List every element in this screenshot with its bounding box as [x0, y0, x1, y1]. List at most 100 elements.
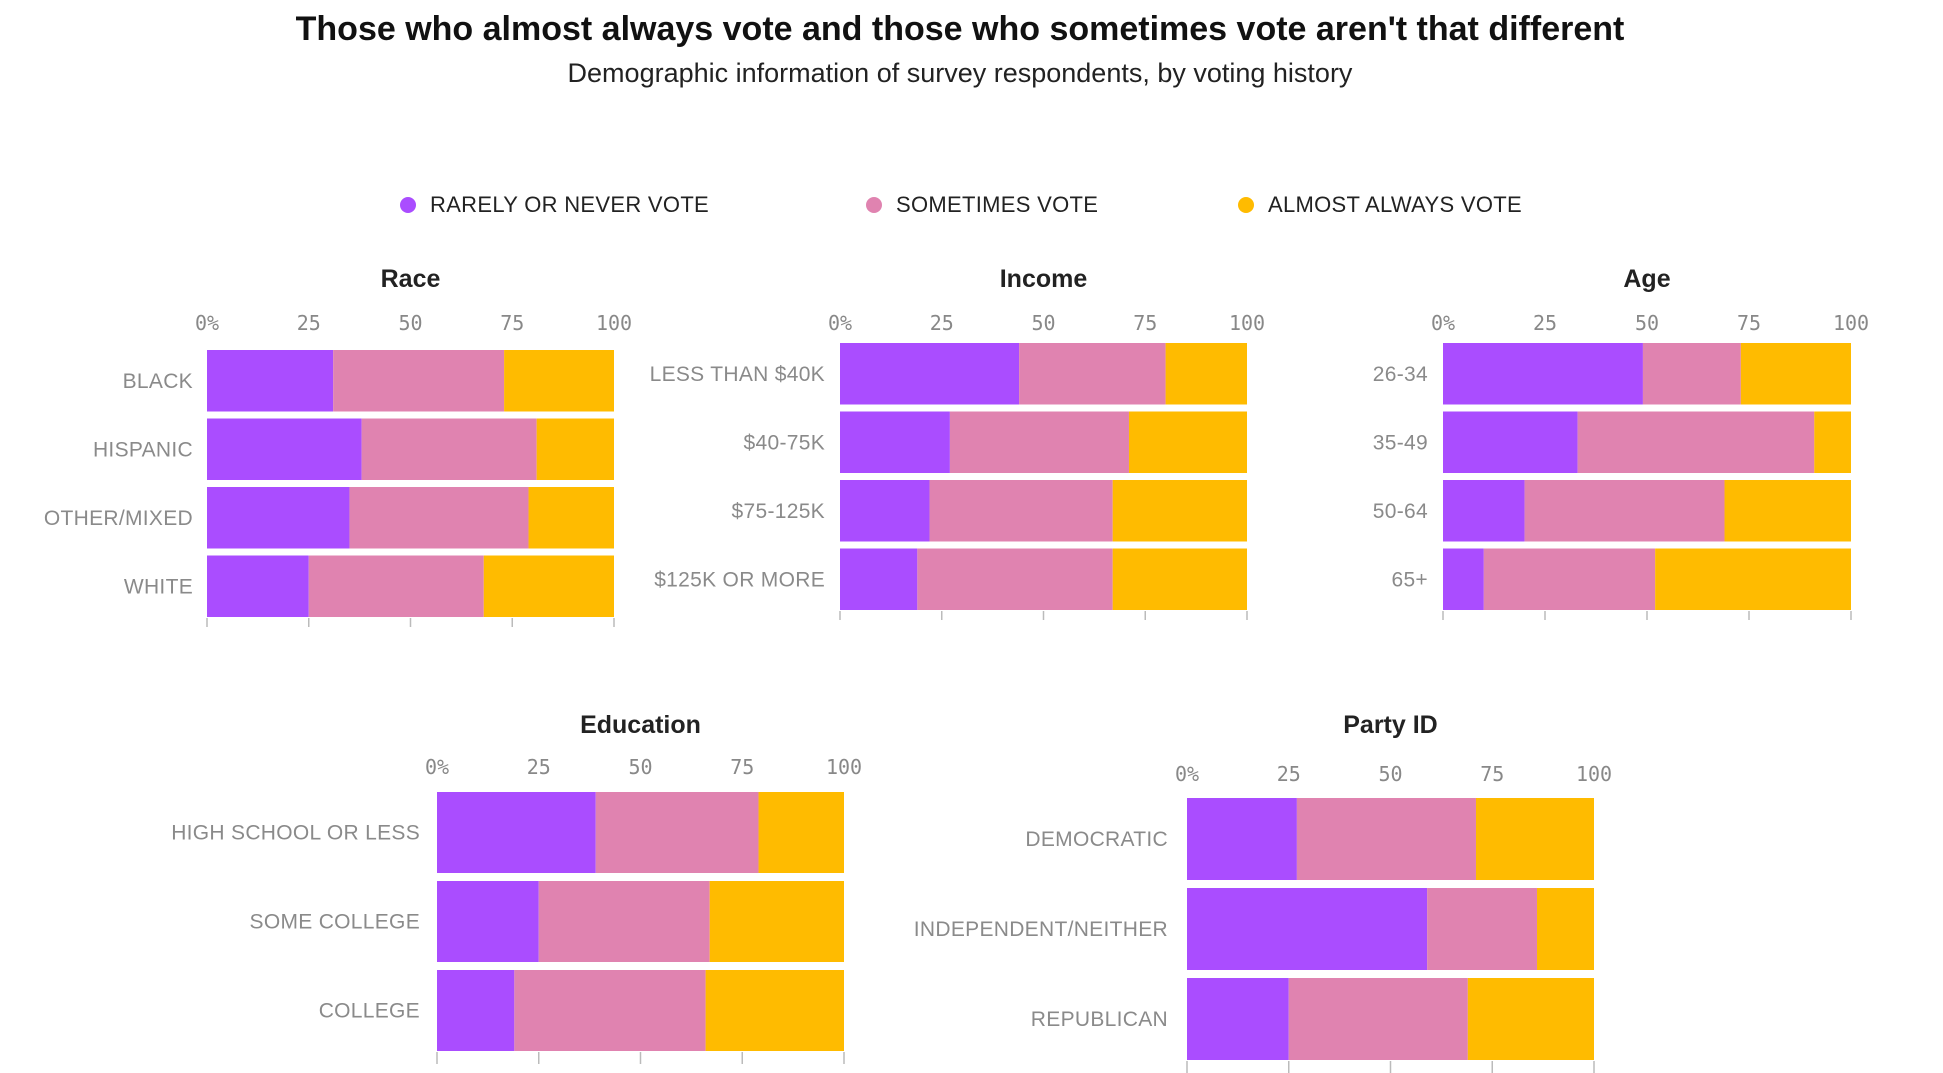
tick-label-race-1: 25: [297, 311, 321, 335]
tick-label-party-id-3: 75: [1480, 762, 1504, 786]
category-label-race-other-mixed: OTHER/MIXED: [44, 507, 193, 530]
category-label-income-75-125k: $75-125K: [732, 500, 825, 523]
tick-label-education-2: 50: [628, 755, 652, 779]
category-label-party-id-democratic: DEMOCRATIC: [1025, 828, 1168, 851]
panel-title-education: Education: [580, 711, 701, 739]
bar-income-125k-or-more-almost-always-vote: [1113, 549, 1247, 611]
bar-income-40-75k-almost-always-vote: [1129, 412, 1247, 474]
bar-race-hispanic-sometimes-vote: [362, 419, 537, 481]
bar-education-high-school-or-less-sometimes-vote: [596, 792, 759, 873]
category-label-income-less-than-40k: LESS THAN $40K: [650, 363, 825, 386]
category-label-age-26-34: 26-34: [1373, 363, 1428, 386]
bar-education-some-college-almost-always-vote: [710, 881, 844, 962]
panel-title-income: Income: [1000, 265, 1088, 293]
tick-label-education-3: 75: [730, 755, 754, 779]
bar-race-other-mixed-sometimes-vote: [349, 487, 528, 549]
panel-education: Education 0% 25 50 75 100 HIGH SCHOOL OR LESS S…: [171, 711, 862, 1064]
bar-education-college-almost-always-vote: [706, 970, 844, 1051]
category-label-income-40-75k: $40-75K: [744, 431, 826, 454]
bar-income-75-125k-almost-always-vote: [1113, 480, 1247, 542]
tick-label-party-id-1: 25: [1277, 762, 1301, 786]
bar-age-26-34-rarely-or-never-vote: [1443, 343, 1643, 405]
category-label-age-35-49: 35-49: [1373, 431, 1428, 454]
bar-age-50-64-rarely-or-never-vote: [1443, 480, 1525, 542]
bar-party-id-independent-neither-sometimes-vote: [1427, 888, 1537, 970]
bar-race-white-sometimes-vote: [309, 556, 484, 618]
category-label-age-65: 65+: [1391, 568, 1428, 591]
panel-race: Race 0% 25 50 75 100 BLACK HISPANIC OTHER/MIXED W…: [44, 265, 632, 627]
tick-label-age-2: 50: [1635, 311, 1659, 335]
bar-party-id-republican-almost-always-vote: [1468, 978, 1594, 1060]
tick-label-income-0: 0%: [828, 311, 852, 335]
bar-income-less-than-40k-sometimes-vote: [1019, 343, 1166, 405]
tick-label-income-4: 100: [1229, 311, 1265, 335]
bar-race-black-sometimes-vote: [333, 350, 504, 412]
bar-race-white-almost-always-vote: [484, 556, 614, 618]
bar-income-125k-or-more-sometimes-vote: [917, 549, 1112, 611]
bar-party-id-democratic-sometimes-vote: [1297, 798, 1476, 880]
tick-label-age-3: 75: [1737, 311, 1761, 335]
bar-income-75-125k-rarely-or-never-vote: [840, 480, 930, 542]
category-label-party-id-republican: REPUBLICAN: [1031, 1008, 1168, 1031]
bar-race-hispanic-rarely-or-never-vote: [207, 419, 362, 481]
category-label-income-125k-or-more: $125K OR MORE: [654, 568, 825, 591]
bar-party-id-democratic-almost-always-vote: [1476, 798, 1594, 880]
category-label-race-hispanic: HISPANIC: [93, 438, 193, 461]
bar-age-50-64-sometimes-vote: [1525, 480, 1725, 542]
tick-label-party-id-2: 50: [1378, 762, 1402, 786]
bar-income-less-than-40k-almost-always-vote: [1166, 343, 1247, 405]
bar-income-40-75k-sometimes-vote: [950, 412, 1129, 474]
bar-race-black-rarely-or-never-vote: [207, 350, 333, 412]
bar-party-id-democratic-rarely-or-never-vote: [1187, 798, 1297, 880]
tick-label-age-1: 25: [1533, 311, 1557, 335]
category-label-education-some-college: SOME COLLEGE: [250, 911, 420, 934]
panel-income: Income0% 25 50 75 100LESS THAN $40K$40-75K$7…: [650, 265, 1265, 620]
tick-label-race-3: 75: [500, 311, 524, 335]
tick-label-education-4: 100: [826, 755, 862, 779]
tick-label-age-4: 100: [1833, 311, 1869, 335]
tick-label-income-1: 25: [930, 311, 954, 335]
tick-label-education-1: 25: [527, 755, 551, 779]
bar-age-26-34-sometimes-vote: [1643, 343, 1741, 405]
category-label-race-white: WHITE: [124, 575, 193, 598]
bar-race-other-mixed-rarely-or-never-vote: [207, 487, 349, 549]
tick-label-race-4: 100: [596, 311, 632, 335]
panel-title-age: Age: [1623, 265, 1670, 293]
bar-age-65-rarely-or-never-vote: [1443, 549, 1484, 611]
bar-age-65-almost-always-vote: [1655, 549, 1851, 611]
bar-education-some-college-rarely-or-never-vote: [437, 881, 539, 962]
category-label-education-high-school-or-less: HIGH SCHOOL OR LESS: [171, 822, 420, 845]
bar-income-125k-or-more-rarely-or-never-vote: [840, 549, 917, 611]
bar-party-id-independent-neither-almost-always-vote: [1537, 888, 1594, 970]
panel-title-race: Race: [381, 265, 441, 293]
bar-education-college-sometimes-vote: [514, 970, 705, 1051]
category-label-age-50-64: 50-64: [1373, 500, 1428, 523]
bar-income-75-125k-sometimes-vote: [930, 480, 1113, 542]
tick-label-income-2: 50: [1031, 311, 1055, 335]
bar-party-id-republican-sometimes-vote: [1289, 978, 1468, 1060]
category-label-race-black: BLACK: [123, 370, 193, 393]
bar-race-hispanic-almost-always-vote: [537, 419, 614, 481]
bar-age-65-sometimes-vote: [1484, 549, 1655, 611]
bar-education-some-college-sometimes-vote: [539, 881, 710, 962]
bar-age-26-34-almost-always-vote: [1741, 343, 1851, 405]
bar-age-35-49-sometimes-vote: [1578, 412, 1815, 474]
bar-age-35-49-rarely-or-never-vote: [1443, 412, 1578, 474]
tick-label-party-id-4: 100: [1576, 762, 1612, 786]
category-label-party-id-independent-neither: INDEPENDENT/NEITHER: [914, 918, 1168, 941]
category-label-education-college: COLLEGE: [319, 1000, 420, 1023]
tick-label-age-0: 0%: [1431, 311, 1455, 335]
bar-income-less-than-40k-rarely-or-never-vote: [840, 343, 1019, 405]
bar-race-black-almost-always-vote: [504, 350, 614, 412]
bar-age-35-49-almost-always-vote: [1814, 412, 1851, 474]
bar-party-id-independent-neither-rarely-or-never-vote: [1187, 888, 1427, 970]
panel-party-id: Party ID 0% 25 50 75 100 DEMOCRATIC INDEPENDENT…: [914, 711, 1612, 1073]
bar-education-high-school-or-less-rarely-or-never-vote: [437, 792, 596, 873]
tick-label-education-0: 0%: [425, 755, 449, 779]
tick-label-race-0: 0%: [195, 311, 219, 335]
tick-label-party-id-0: 0%: [1175, 762, 1199, 786]
bar-age-50-64-almost-always-vote: [1725, 480, 1851, 542]
bar-party-id-republican-rarely-or-never-vote: [1187, 978, 1289, 1060]
